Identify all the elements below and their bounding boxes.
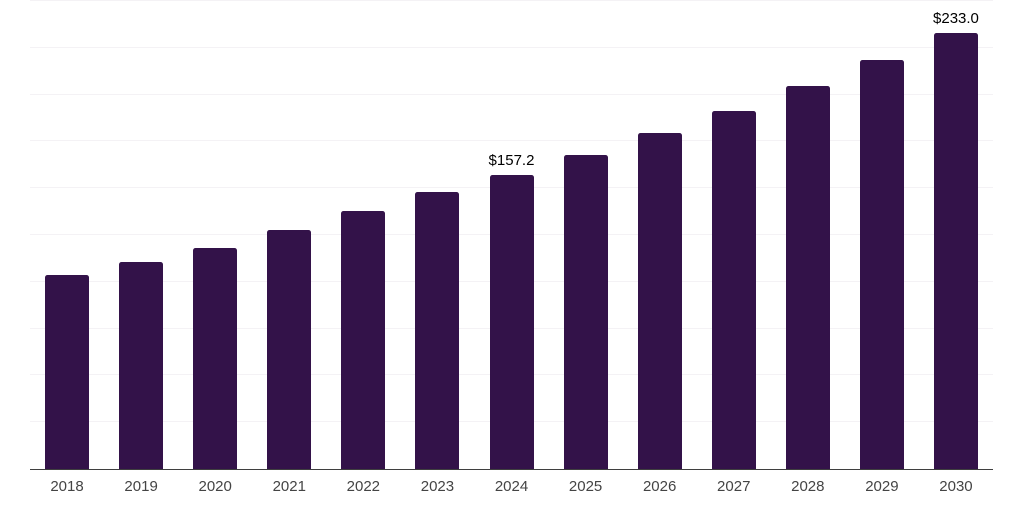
x-tick-label-2029: 2029 bbox=[865, 478, 899, 495]
x-tick-label-2025: 2025 bbox=[568, 478, 603, 495]
bar-2018[interactable] bbox=[45, 275, 90, 469]
bar-2028[interactable] bbox=[785, 86, 830, 469]
x-tick-label-2027: 2027 bbox=[717, 478, 751, 495]
gridline bbox=[30, 46, 993, 48]
bar-2020[interactable] bbox=[193, 247, 238, 469]
bar-value-label-2030: $233.0 bbox=[933, 9, 979, 27]
x-tick-label-2022: 2022 bbox=[346, 478, 381, 495]
bar-2024[interactable]: $157.2 bbox=[489, 152, 534, 469]
bar-2029[interactable] bbox=[859, 60, 904, 469]
bar-2027[interactable] bbox=[711, 110, 756, 469]
bar-2019[interactable] bbox=[119, 262, 164, 469]
bar-2026[interactable] bbox=[637, 133, 682, 469]
gridline bbox=[30, 140, 993, 142]
bar-slot bbox=[400, 1, 474, 469]
x-tick-label-2023: 2023 bbox=[420, 478, 455, 495]
bar-2022[interactable] bbox=[341, 210, 386, 469]
x-axis-labels: 2018 2019 2020 2021 2022 2023 2024 2025 2026 2027… bbox=[30, 478, 993, 495]
bar-slot bbox=[326, 1, 400, 469]
plot-area: $157.2 $233.0 bbox=[30, 0, 993, 470]
bar-value-label-2024: $157.2 bbox=[488, 151, 535, 169]
bar-slot bbox=[104, 1, 178, 469]
bar-slot bbox=[178, 1, 252, 469]
bar-slot bbox=[623, 1, 697, 469]
bar-slot bbox=[549, 1, 623, 469]
bar-2023[interactable] bbox=[415, 191, 460, 469]
bar-slot: $233.0 bbox=[919, 1, 993, 469]
bar-slot bbox=[697, 1, 771, 469]
bar-slot bbox=[845, 1, 919, 469]
x-tick-label-2024: 2024 bbox=[494, 478, 529, 495]
x-tick-label-2026: 2026 bbox=[642, 478, 677, 495]
bar-slot bbox=[771, 1, 845, 469]
gridline bbox=[30, 0, 993, 1]
bar-2025[interactable] bbox=[563, 154, 608, 469]
x-tick-label-2019: 2019 bbox=[124, 478, 158, 495]
x-tick-label-2018: 2018 bbox=[50, 478, 84, 495]
x-tick-label-2020: 2020 bbox=[198, 478, 232, 495]
bar-2021[interactable] bbox=[267, 229, 312, 469]
x-tick-label-2030: 2030 bbox=[939, 478, 973, 495]
bars-container: $157.2 $233.0 bbox=[30, 1, 993, 469]
bar-slot: $157.2 bbox=[474, 1, 548, 469]
bar-2030[interactable]: $233.0 bbox=[933, 10, 979, 469]
x-tick-label-2028: 2028 bbox=[791, 478, 825, 495]
bar-slot bbox=[252, 1, 326, 469]
gridline bbox=[30, 93, 993, 95]
x-tick-label-2021: 2021 bbox=[272, 478, 306, 495]
bar-slot bbox=[30, 1, 104, 469]
